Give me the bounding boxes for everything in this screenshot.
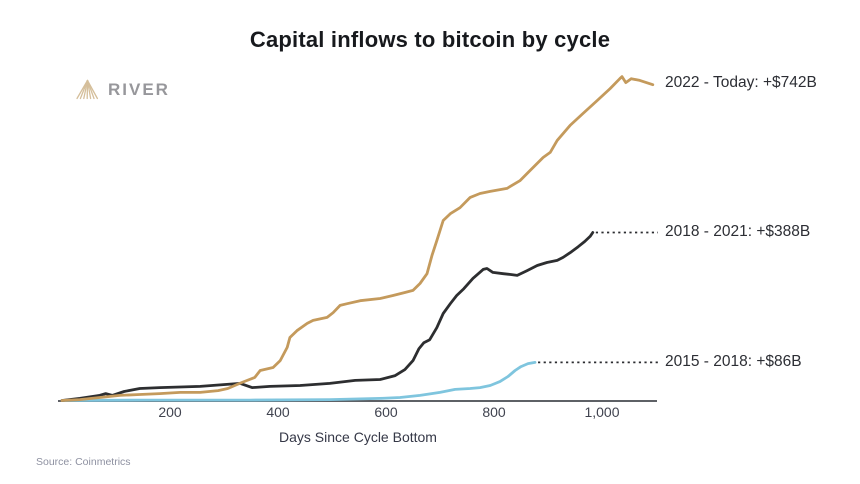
x-tick-400: 400 bbox=[266, 404, 290, 420]
river-logo: RIVER bbox=[74, 79, 170, 100]
x-tick-600: 600 bbox=[374, 404, 398, 420]
series-label-2015-2018: 2015 - 2018: +$86B bbox=[665, 353, 802, 370]
x-axis-label: Days Since Cycle Bottom bbox=[279, 429, 437, 445]
series-label-2022-today: 2022 - Today: +$742B bbox=[665, 74, 817, 91]
source-attribution: Source: Coinmetrics bbox=[36, 456, 131, 468]
series-line-2022-today bbox=[60, 75, 655, 402]
x-tick-800: 800 bbox=[482, 404, 506, 420]
series-line-2015-2018 bbox=[60, 360, 537, 402]
x-tick-1000: 1,000 bbox=[584, 404, 620, 420]
river-brand-text: RIVER bbox=[108, 79, 170, 99]
series-line-2018-2021 bbox=[60, 231, 595, 402]
river-mountain-icon bbox=[76, 79, 99, 100]
chart-title: Capital inflows to bitcoin by cycle bbox=[249, 27, 611, 52]
x-tick-200: 200 bbox=[158, 404, 182, 420]
series-label-2018-2021: 2018 - 2021: +$388B bbox=[665, 223, 811, 240]
